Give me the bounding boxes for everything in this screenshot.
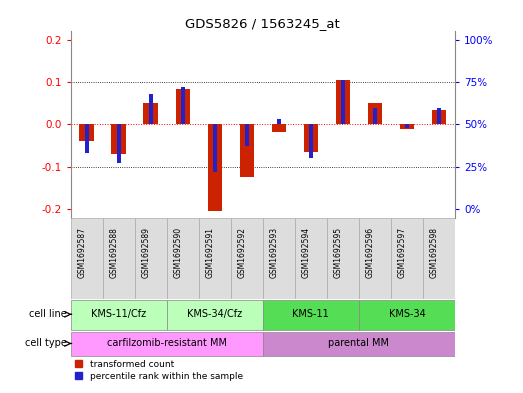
FancyBboxPatch shape xyxy=(359,217,391,299)
Text: GSM1692594: GSM1692594 xyxy=(302,227,311,278)
Text: GSM1692591: GSM1692591 xyxy=(206,227,215,278)
Text: KMS-34/Cfz: KMS-34/Cfz xyxy=(187,309,242,319)
Bar xyxy=(79,125,94,141)
Bar xyxy=(271,125,286,132)
Text: carfilzomib-resistant MM: carfilzomib-resistant MM xyxy=(107,338,226,349)
Bar xyxy=(405,125,409,128)
Bar xyxy=(400,125,414,129)
FancyBboxPatch shape xyxy=(71,332,263,356)
FancyBboxPatch shape xyxy=(199,217,231,299)
Bar xyxy=(373,108,377,125)
FancyBboxPatch shape xyxy=(71,300,167,330)
FancyBboxPatch shape xyxy=(263,300,359,330)
FancyBboxPatch shape xyxy=(359,300,455,330)
Bar xyxy=(180,87,185,125)
Bar xyxy=(213,125,217,172)
Bar xyxy=(176,88,190,125)
FancyBboxPatch shape xyxy=(231,217,263,299)
FancyBboxPatch shape xyxy=(167,217,199,299)
Legend: transformed count, percentile rank within the sample: transformed count, percentile rank withi… xyxy=(75,360,243,381)
Text: KMS-11: KMS-11 xyxy=(292,309,329,319)
FancyBboxPatch shape xyxy=(263,217,295,299)
Text: GSM1692589: GSM1692589 xyxy=(142,227,151,278)
Bar xyxy=(277,119,281,125)
FancyBboxPatch shape xyxy=(167,300,263,330)
Text: KMS-34: KMS-34 xyxy=(389,309,425,319)
FancyBboxPatch shape xyxy=(327,217,359,299)
FancyBboxPatch shape xyxy=(103,217,135,299)
Bar xyxy=(304,125,318,152)
Text: KMS-11/Cfz: KMS-11/Cfz xyxy=(91,309,146,319)
Text: GSM1692592: GSM1692592 xyxy=(238,227,247,278)
FancyBboxPatch shape xyxy=(263,332,455,356)
Text: cell line: cell line xyxy=(29,309,67,319)
FancyBboxPatch shape xyxy=(71,217,103,299)
Title: GDS5826 / 1563245_at: GDS5826 / 1563245_at xyxy=(186,17,340,30)
Text: GSM1692595: GSM1692595 xyxy=(334,227,343,278)
Bar xyxy=(437,108,441,125)
Bar xyxy=(208,125,222,211)
Text: GSM1692587: GSM1692587 xyxy=(77,227,87,278)
Bar xyxy=(341,81,345,125)
Bar xyxy=(111,125,126,154)
Text: GSM1692598: GSM1692598 xyxy=(430,227,439,278)
Bar xyxy=(309,125,313,158)
Text: parental MM: parental MM xyxy=(328,338,390,349)
Text: cell type: cell type xyxy=(25,338,67,349)
Bar xyxy=(336,80,350,125)
Bar xyxy=(85,125,89,153)
FancyBboxPatch shape xyxy=(135,217,167,299)
FancyBboxPatch shape xyxy=(423,217,455,299)
Text: GSM1692596: GSM1692596 xyxy=(366,227,375,278)
Text: GSM1692597: GSM1692597 xyxy=(398,227,407,278)
Bar xyxy=(432,110,446,125)
Text: GSM1692593: GSM1692593 xyxy=(270,227,279,278)
Bar xyxy=(143,103,158,125)
Bar xyxy=(245,125,249,147)
Text: GSM1692588: GSM1692588 xyxy=(110,227,119,278)
Bar xyxy=(240,125,254,177)
Bar xyxy=(117,125,121,163)
Bar xyxy=(149,94,153,125)
Text: GSM1692590: GSM1692590 xyxy=(174,227,183,278)
FancyBboxPatch shape xyxy=(295,217,327,299)
FancyBboxPatch shape xyxy=(391,217,423,299)
Bar xyxy=(368,103,382,125)
